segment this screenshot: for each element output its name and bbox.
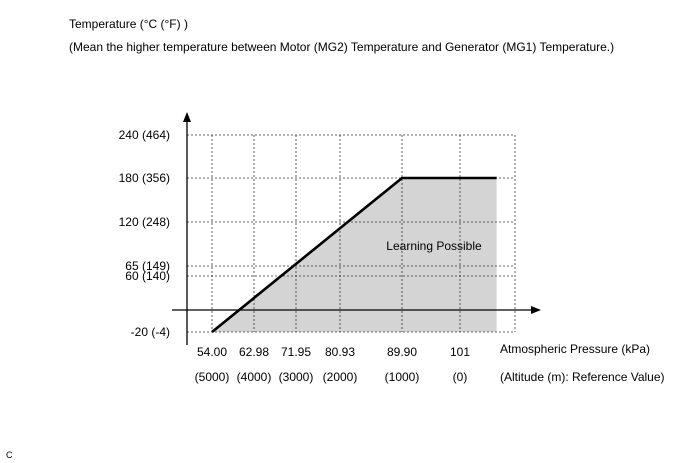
x-axis-title: Atmospheric Pressure (kPa)	[500, 342, 651, 356]
x-tick-label-0: 54.00	[197, 345, 227, 359]
y-axis-note: (Mean the higher temperature between Mot…	[69, 40, 615, 54]
y-tick-label-2: 65 (149)	[125, 259, 170, 273]
x-axis-secondary-title: (Altitude (m): Reference Value)	[500, 370, 665, 384]
y-axis-title: Temperature (°C (°F) )	[69, 17, 188, 31]
series-line	[211, 176, 497, 334]
x-altitude-label-0: (5000)	[195, 370, 230, 384]
x-tick-label-5: 101	[450, 345, 470, 359]
x-altitude-label-1: (4000)	[237, 370, 272, 384]
y-axis-arrow	[183, 112, 191, 122]
learning-possible-area	[212, 178, 497, 332]
x-altitude-label-4: (1000)	[385, 370, 420, 384]
x-axis-arrow	[531, 306, 541, 314]
y-tick-label-1: 60 (140)	[125, 269, 170, 283]
x-altitude-label-2: (3000)	[279, 370, 314, 384]
y-tick-label-3: 120 (248)	[119, 215, 170, 229]
y-tick-label-4: 180 (356)	[119, 171, 170, 185]
y-tick-label-0: -20 (-4)	[131, 325, 170, 339]
x-tick-label-3: 80.93	[325, 345, 355, 359]
x-tick-label-1: 62.98	[239, 345, 269, 359]
x-tick-label-4: 89.90	[387, 345, 417, 359]
x-tick-label-2: 71.95	[281, 345, 311, 359]
region-label: Learning Possible	[386, 239, 482, 253]
y-tick-label-5: 240 (464)	[119, 128, 170, 142]
corner-label: C	[6, 450, 13, 460]
x-altitude-label-3: (2000)	[323, 370, 358, 384]
x-altitude-label-5: (0)	[453, 370, 468, 384]
